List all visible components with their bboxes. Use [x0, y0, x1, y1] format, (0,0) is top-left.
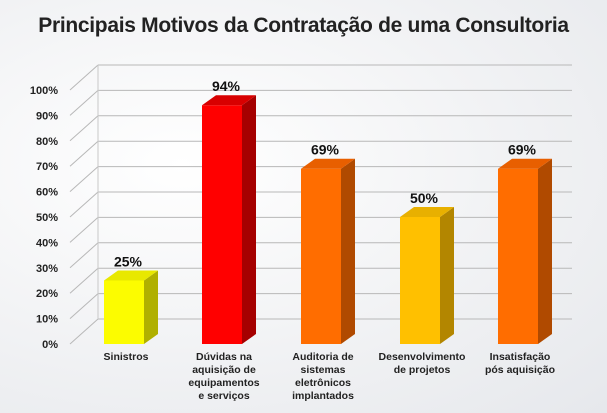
- category-label: Auditoria de: [292, 351, 353, 363]
- bar-side: [144, 270, 158, 344]
- data-label: 94%: [212, 78, 241, 94]
- gridline-diagonal: [69, 90, 99, 116]
- category-label: sistemas: [301, 364, 346, 376]
- gridline-diagonal: [69, 267, 99, 294]
- category-label: Dúvidas na: [196, 351, 252, 363]
- category-label: implantados: [292, 390, 354, 402]
- chart-title: Principais Motivos da Contratação de uma…: [38, 14, 569, 37]
- category-label: Sinistros: [104, 351, 149, 363]
- bar-top: [202, 95, 256, 106]
- gridline-diagonal: [69, 318, 99, 345]
- gridline-diagonal: [69, 217, 99, 243]
- category-label: Desenvolvimento: [379, 351, 466, 363]
- bar-side: [242, 95, 256, 345]
- y-tick-label: 80%: [36, 136, 58, 148]
- y-tick-label: 0%: [42, 339, 58, 351]
- y-tick-label: 20%: [36, 288, 58, 300]
- y-tick-label: 40%: [36, 237, 58, 249]
- bar-side: [538, 158, 552, 344]
- category-label: eletrônicos: [295, 377, 351, 389]
- gridline-diagonal: [69, 140, 99, 167]
- bar-top: [301, 158, 355, 169]
- bar-side: [341, 158, 355, 344]
- data-label: 69%: [311, 142, 340, 158]
- data-label: 50%: [410, 190, 439, 206]
- category-label: pós aquisição: [485, 364, 555, 376]
- bar: [301, 168, 341, 344]
- gridline-diagonal: [69, 242, 99, 269]
- y-tick-label: 90%: [36, 110, 58, 122]
- bar: [400, 217, 440, 344]
- bar-side: [440, 207, 454, 344]
- gridline-diagonal: [69, 115, 99, 142]
- bar-top: [498, 158, 552, 169]
- bar: [498, 168, 538, 344]
- gridline-diagonal: [69, 166, 99, 192]
- gridline-diagonal: [69, 191, 99, 218]
- bar: [202, 105, 242, 345]
- gridline-diagonal: [69, 64, 99, 91]
- y-tick-label: 50%: [36, 212, 58, 224]
- y-tick-label: 70%: [36, 161, 58, 173]
- gridline-diagonal: [69, 293, 99, 319]
- data-label: 69%: [508, 142, 537, 158]
- y-tick-label: 100%: [30, 85, 58, 97]
- category-label: equipamentos: [188, 377, 259, 389]
- category-label: aquisição de: [192, 364, 256, 376]
- y-tick-label: 60%: [36, 187, 58, 199]
- category-label: de projetos: [394, 364, 451, 376]
- bar-top: [104, 270, 158, 281]
- category-label: Insatisfação: [490, 351, 551, 363]
- category-label: e serviços: [198, 390, 250, 402]
- y-tick-label: 10%: [36, 314, 58, 326]
- y-tick-label: 30%: [36, 263, 58, 275]
- bar-top: [400, 207, 454, 217]
- bar: [104, 280, 144, 344]
- data-label: 25%: [114, 254, 143, 270]
